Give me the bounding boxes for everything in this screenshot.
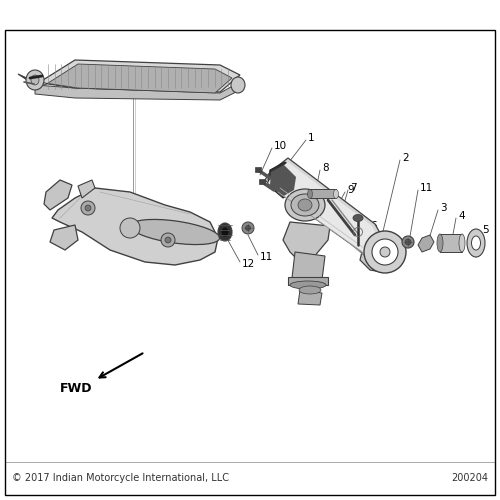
Polygon shape xyxy=(418,235,434,252)
Text: FWD: FWD xyxy=(60,382,92,394)
Polygon shape xyxy=(268,162,300,198)
Ellipse shape xyxy=(459,234,465,252)
Polygon shape xyxy=(292,252,325,280)
Bar xyxy=(440,234,462,252)
Ellipse shape xyxy=(472,236,480,250)
Ellipse shape xyxy=(285,189,325,221)
Ellipse shape xyxy=(161,233,175,247)
Bar xyxy=(255,167,261,172)
Ellipse shape xyxy=(402,236,414,248)
Polygon shape xyxy=(78,180,95,198)
Ellipse shape xyxy=(85,205,91,211)
Ellipse shape xyxy=(291,194,319,216)
Ellipse shape xyxy=(380,247,390,257)
Text: 7: 7 xyxy=(350,183,356,193)
Text: 9: 9 xyxy=(347,185,354,195)
Ellipse shape xyxy=(437,234,443,252)
Ellipse shape xyxy=(130,220,220,244)
Ellipse shape xyxy=(81,201,95,215)
Text: 3: 3 xyxy=(440,203,446,213)
Polygon shape xyxy=(44,180,72,210)
Ellipse shape xyxy=(120,218,140,238)
Text: 11: 11 xyxy=(420,183,433,193)
Text: 5: 5 xyxy=(482,225,488,235)
Ellipse shape xyxy=(364,231,406,273)
Polygon shape xyxy=(268,162,382,258)
Ellipse shape xyxy=(222,228,228,236)
Polygon shape xyxy=(52,188,218,265)
Polygon shape xyxy=(270,165,296,197)
Ellipse shape xyxy=(299,286,321,294)
Text: 1: 1 xyxy=(308,133,314,143)
Ellipse shape xyxy=(298,199,312,211)
Ellipse shape xyxy=(165,237,171,243)
Ellipse shape xyxy=(246,226,250,230)
Bar xyxy=(259,179,265,184)
Text: 8: 8 xyxy=(322,163,328,173)
Text: 2: 2 xyxy=(402,153,408,163)
Ellipse shape xyxy=(372,239,398,265)
Ellipse shape xyxy=(26,70,44,90)
Polygon shape xyxy=(360,244,388,272)
Text: 4: 4 xyxy=(458,211,464,221)
Ellipse shape xyxy=(308,190,312,198)
Ellipse shape xyxy=(353,214,363,222)
Ellipse shape xyxy=(242,222,254,234)
Text: © 2017 Indian Motorcycle International, LLC: © 2017 Indian Motorcycle International, … xyxy=(12,473,229,483)
Polygon shape xyxy=(35,82,240,100)
Bar xyxy=(310,189,336,198)
Text: 6: 6 xyxy=(370,221,376,231)
Polygon shape xyxy=(298,290,322,305)
Text: 200204: 200204 xyxy=(451,473,488,483)
Polygon shape xyxy=(283,222,330,262)
Bar xyxy=(288,277,328,285)
Text: 11: 11 xyxy=(260,252,273,262)
Ellipse shape xyxy=(405,239,411,245)
Ellipse shape xyxy=(231,77,245,93)
Text: 10: 10 xyxy=(274,141,287,151)
Ellipse shape xyxy=(218,223,232,241)
Polygon shape xyxy=(30,64,232,93)
Ellipse shape xyxy=(31,75,39,85)
Polygon shape xyxy=(18,60,240,92)
Polygon shape xyxy=(50,225,78,250)
Ellipse shape xyxy=(290,281,326,289)
Polygon shape xyxy=(265,158,385,258)
Ellipse shape xyxy=(334,190,338,198)
Ellipse shape xyxy=(467,229,485,257)
Text: 12: 12 xyxy=(242,259,256,269)
